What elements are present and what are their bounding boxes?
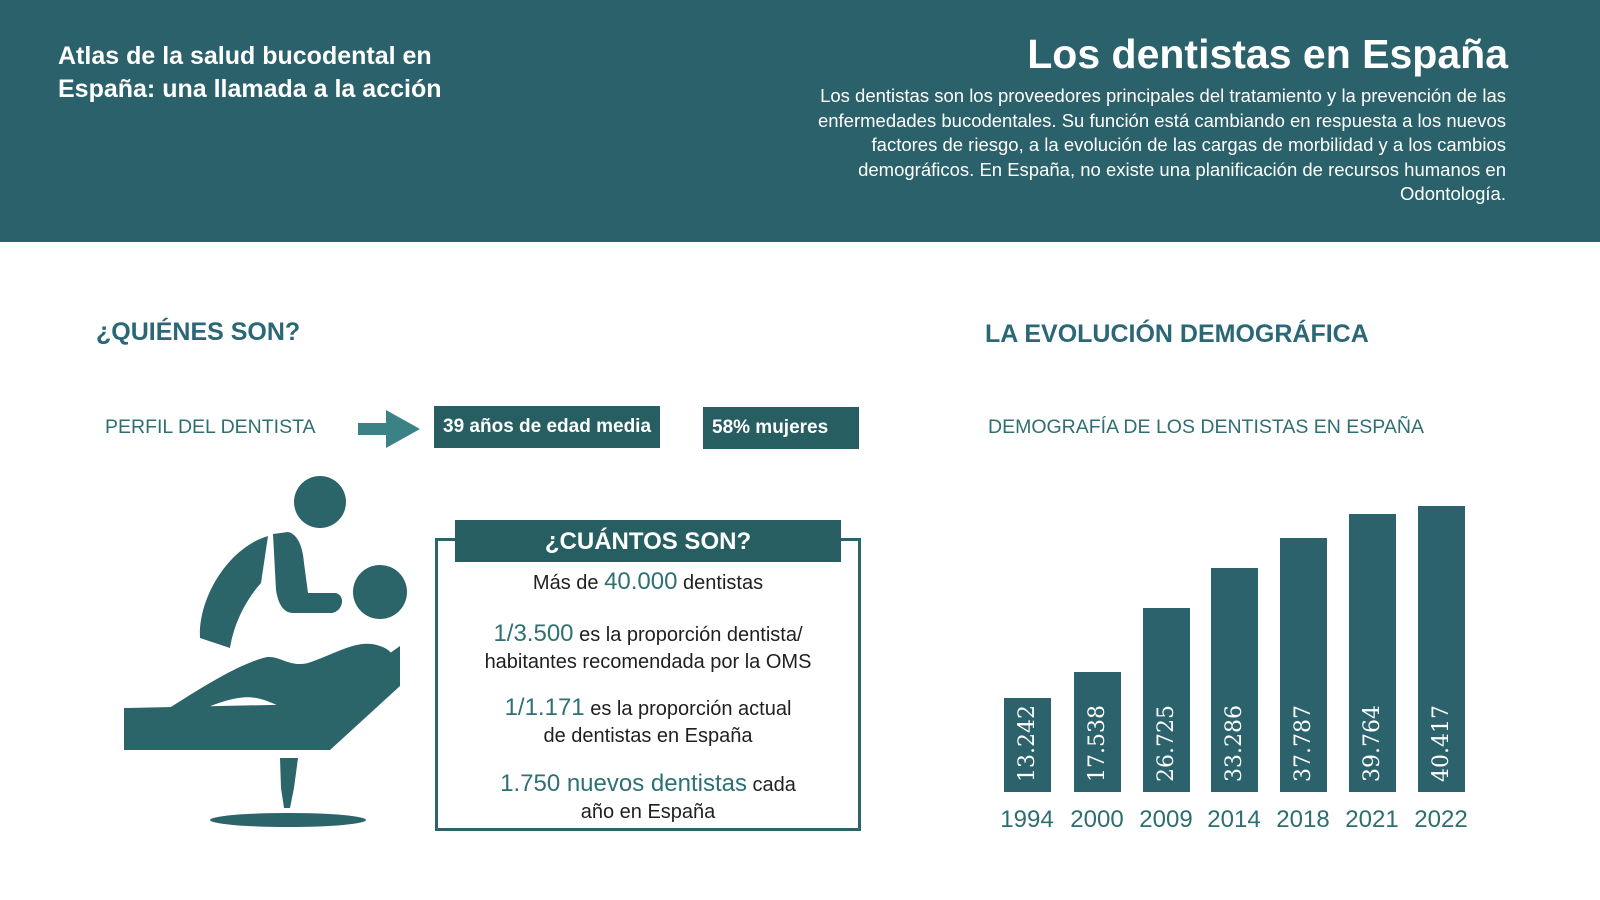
bar-value: 33.286 — [1221, 705, 1247, 782]
bar-2009: 26.725 — [1143, 608, 1190, 792]
stat-text: es la proporción dentista/ — [573, 624, 803, 646]
bar-2021: 39.764 — [1349, 514, 1396, 792]
bar-2022: 40.417 — [1418, 506, 1465, 792]
stat-text: Más de — [532, 572, 605, 594]
stat-highlight: 1/1.171 — [504, 694, 585, 721]
stat-text: es la proporción actual — [584, 698, 792, 720]
arrow-right-icon — [358, 410, 420, 448]
year-label: 1994 — [1000, 806, 1054, 833]
bar-value: 40.417 — [1428, 705, 1454, 782]
stat-text: habitantes recomendada por la OMS — [484, 651, 812, 673]
cuantos-title: ¿CUÁNTOS SON? — [455, 520, 841, 562]
year-label: 2014 — [1207, 806, 1261, 833]
bar-value: 26.725 — [1153, 705, 1179, 782]
year-label: 2009 — [1139, 806, 1193, 833]
year-label: 2000 — [1070, 806, 1124, 833]
women-badge: 58% mujeres — [703, 407, 859, 449]
chart-title: DEMOGRAFÍA DE LOS DENTISTAS EN ESPAÑA — [988, 416, 1424, 438]
perfil-label: PERFIL DEL DENTISTA — [105, 416, 316, 438]
stat-text: dentistas — [677, 572, 764, 594]
stat-highlight: 1.750 nuevos dentistas — [500, 770, 747, 797]
page-title: Los dentistas en España — [1027, 31, 1508, 77]
bar-1994: 13.242 — [1004, 698, 1051, 792]
stat-text: año en España — [580, 801, 716, 823]
stat-text: cada — [746, 774, 796, 796]
section-title-quienes: ¿QUIÉNES SON? — [96, 318, 301, 346]
bar-2014: 33.286 — [1211, 568, 1258, 792]
section-title-evolucion: LA EVOLUCIÓN DEMOGRÁFICA — [985, 320, 1369, 348]
year-label: 2018 — [1276, 806, 1330, 833]
stat-highlight: 40.000 — [604, 568, 678, 595]
stat-current-ratio: 1/1.171 es la proporción actual de denti… — [438, 694, 858, 750]
stat-who-ratio: 1/3.500 es la proporción dentista/ habit… — [438, 620, 858, 676]
header-banner: Atlas de la salud bucodental en España: … — [0, 0, 1600, 242]
atlas-title: Atlas de la salud bucodental en España: … — [58, 42, 442, 103]
dentist-patient-icon — [124, 476, 407, 827]
stat-highlight: 1/3.500 — [493, 620, 574, 647]
bar-value: 37.787 — [1290, 705, 1316, 782]
page-description: Los dentistas son los proveedores princi… — [817, 85, 1506, 204]
bar-2000: 17.538 — [1074, 672, 1121, 792]
year-label: 2022 — [1414, 806, 1468, 833]
bar-value: 13.242 — [1014, 705, 1040, 782]
stat-total-dentists: Más de 40.000 dentistas — [438, 568, 858, 597]
stat-text: de dentistas en España — [543, 725, 753, 747]
year-label: 2021 — [1345, 806, 1399, 833]
bar-value: 39.764 — [1359, 705, 1385, 782]
age-badge: 39 años de edad media — [434, 406, 661, 448]
bar-2018: 37.787 — [1280, 538, 1327, 792]
bar-value: 17.538 — [1084, 705, 1110, 782]
stat-new-dentists: 1.750 nuevos dentistas cada año en Españ… — [438, 770, 858, 826]
